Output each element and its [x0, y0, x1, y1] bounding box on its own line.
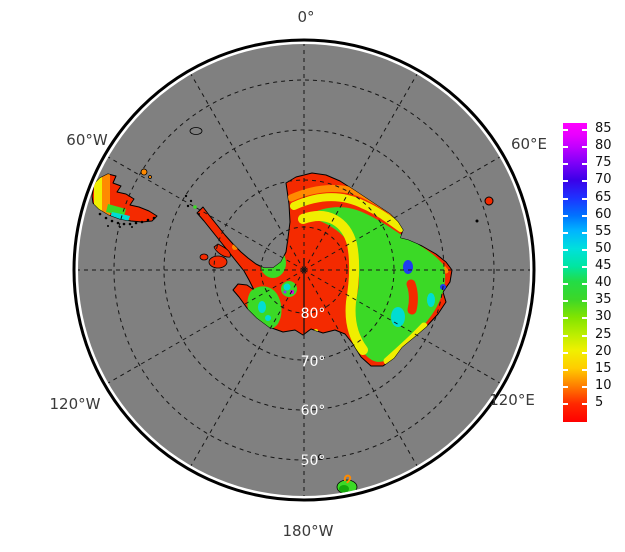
peninsula-islets: [184, 194, 200, 215]
alexander-island: [208, 255, 228, 269]
colorbar: [563, 123, 587, 422]
meridian-label-120e: 120°E: [489, 391, 535, 409]
colorbar-tick-label: 15: [595, 361, 612, 376]
colorbar-tick-label: 55: [595, 224, 612, 239]
meridian-labels: 0° 60°W 60°E 120°W 120°E 180°W: [50, 8, 548, 540]
colorbar-labels: 85 80 75 70 65 60 55 50 45 40 35 30 25 2…: [595, 0, 625, 552]
colorbar-tick: [582, 129, 587, 131]
small-island: [140, 168, 148, 176]
colorbar-tick: [582, 352, 587, 354]
colorbar-tick: [582, 198, 587, 200]
colorbar-tick: [582, 317, 587, 319]
meridian-label-60e: 60°E: [511, 135, 547, 153]
colorbar-tick-label: 70: [595, 172, 612, 187]
colorbar-tick: [563, 146, 568, 148]
colorbar-tick-label: 35: [595, 292, 612, 307]
colorbar-tick: [563, 386, 568, 388]
parallel-labels: 80° 70° 60° 50°: [301, 306, 326, 469]
colorbar-tick: [563, 317, 568, 319]
small-island: [199, 253, 209, 261]
colorbar-tick: [582, 146, 587, 148]
colorbar-tick-label: 40: [595, 275, 612, 290]
colorbar-tick: [582, 163, 587, 165]
colorbar-tick: [563, 335, 568, 337]
colorbar-tick: [563, 283, 568, 285]
colorbar-tick: [582, 232, 587, 234]
south-america-landmass: [91, 168, 158, 228]
colorbar-tick: [582, 180, 587, 182]
colorbar-tick-label: 65: [595, 190, 612, 205]
colorbar-tick: [582, 249, 587, 251]
meridian-label-120w: 120°W: [50, 395, 101, 413]
peninsula-hook: [213, 243, 231, 258]
parallel-label-70: 70°: [301, 354, 326, 370]
colorbar-tick: [582, 300, 587, 302]
colorbar-tick: [563, 352, 568, 354]
falkland-island: [189, 127, 203, 135]
colorbar-tick: [563, 266, 568, 268]
colorbar-tick: [582, 283, 587, 285]
meridian-label-60w: 60°W: [66, 131, 108, 149]
meridian-label-180w: 180°W: [283, 522, 334, 540]
colorbar-tick-label: 20: [595, 344, 612, 359]
map-boundary-ring: [72, 38, 536, 502]
colorbar-tick: [563, 300, 568, 302]
colorbar-tick: [563, 249, 568, 251]
colorbar-tick: [582, 215, 587, 217]
graticule: [78, 44, 530, 496]
colorbar-tick: [582, 335, 587, 337]
south-island: [336, 474, 358, 495]
colorbar-tick-label: 25: [595, 327, 612, 342]
colorbar-tick-label: 50: [595, 241, 612, 256]
colorbar-tick: [563, 129, 568, 131]
colorbar-tick: [563, 369, 568, 371]
colorbar-tick: [582, 369, 587, 371]
parallel-label-80: 80°: [301, 306, 326, 322]
colorbar-tick: [563, 232, 568, 234]
coastal-speckles: [98, 212, 156, 228]
colorbar-gradient: [563, 123, 587, 422]
colorbar-tick: [563, 163, 568, 165]
colorbar-tick: [563, 180, 568, 182]
colorbar-tick: [582, 386, 587, 388]
colorbar-tick-label: 5: [595, 395, 604, 410]
island-60e: [484, 196, 494, 206]
colorbar-tick-label: 60: [595, 207, 612, 222]
colorbar-tick-label: 45: [595, 258, 612, 273]
island-marker: [343, 474, 352, 484]
parallel-label-50: 50°: [301, 453, 326, 469]
small-island: [148, 175, 152, 179]
colorbar-tick-label: 85: [595, 121, 612, 136]
colorbar-tick-label: 75: [595, 155, 612, 170]
colorbar-tick-label: 30: [595, 309, 612, 324]
colorbar-tick-label: 10: [595, 378, 612, 393]
colorbar-tick: [563, 215, 568, 217]
colorbar-tick: [582, 403, 587, 405]
islet: [475, 219, 479, 223]
parallel-label-60: 60°: [301, 403, 326, 419]
meridian-label-0: 0°: [297, 8, 314, 26]
colorbar-tick: [563, 403, 568, 405]
colorbar-tick: [563, 198, 568, 200]
colorbar-tick-label: 80: [595, 138, 612, 153]
colorbar-tick: [582, 266, 587, 268]
